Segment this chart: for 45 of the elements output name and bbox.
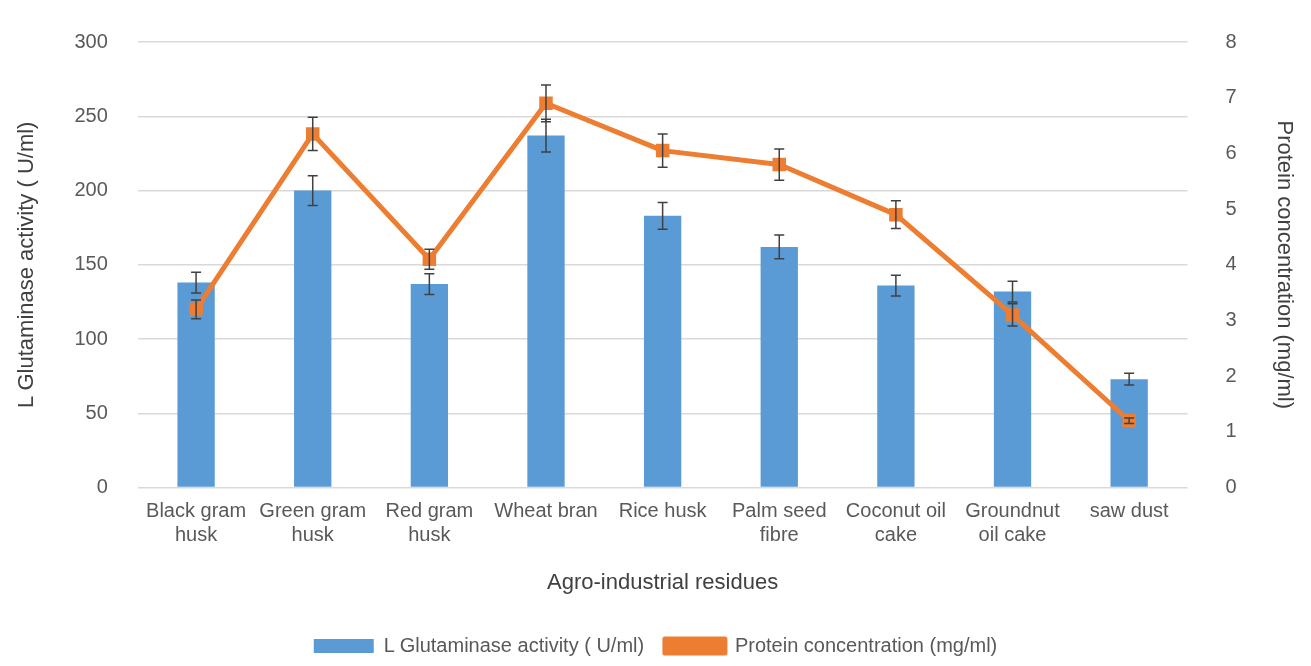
y-tick-label: 250	[74, 103, 108, 126]
category-label: Palm seed	[732, 499, 827, 522]
y2-tick-label: 5	[1225, 196, 1237, 219]
x-tick-label: Rice husk	[618, 499, 708, 522]
bar	[643, 215, 682, 487]
bar	[177, 282, 215, 487]
bar	[760, 246, 798, 487]
y-tick-label: 0	[96, 475, 108, 498]
bar	[1110, 379, 1148, 487]
category-label: husk	[291, 523, 334, 546]
bar	[993, 291, 1032, 487]
category-label: Groundnut	[965, 499, 1060, 522]
y2-tick-label: 4	[1225, 252, 1237, 275]
x-tick-label: saw dust	[1089, 499, 1170, 522]
y2-tick-label: 0	[1225, 475, 1237, 498]
category-label: fibre	[759, 523, 799, 546]
bar	[294, 190, 332, 487]
category-label: husk	[408, 523, 451, 546]
bar	[527, 135, 565, 487]
category-label: cake	[874, 523, 918, 546]
legend-label: L Glutaminase activity ( U/ml)	[383, 633, 645, 656]
y2-tick-label: 8	[1225, 29, 1237, 52]
y2-tick-label: 7	[1225, 85, 1237, 108]
category-label: husk	[174, 523, 218, 546]
y-tick-label: 200	[74, 178, 108, 201]
x-axis-title: Agro-industrial residues	[547, 568, 779, 594]
category-label: Black gram	[146, 499, 247, 522]
bar	[877, 285, 915, 487]
y-tick-label: 300	[74, 29, 108, 52]
y-tick-label: 100	[74, 326, 108, 349]
legend-label: Protein concentration (mg/ml)	[734, 633, 998, 656]
category-label: Red gram	[385, 499, 474, 522]
category-label: Green gram	[259, 499, 367, 522]
y2-tick-label: 3	[1225, 308, 1237, 331]
y2-tick-label: 1	[1225, 419, 1237, 442]
y-axis-title: L Glutaminase activity ( U/ml)	[13, 121, 39, 409]
category-label: oil cake	[978, 523, 1047, 546]
y2-tick-label: 2	[1225, 363, 1237, 386]
category-label: Coconut oil	[845, 499, 946, 522]
y2-axis-title: Protein concentration (mg/ml)	[1272, 120, 1298, 410]
y-tick-label: 50	[85, 400, 108, 423]
bar	[410, 284, 449, 487]
x-tick-label: Wheat bran	[494, 499, 598, 522]
y-tick-label: 150	[74, 252, 108, 275]
y2-tick-label: 6	[1225, 140, 1237, 163]
